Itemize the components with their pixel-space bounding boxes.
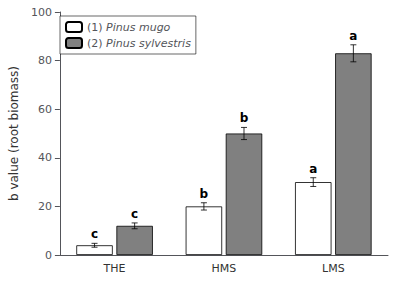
svg-text:20: 20 [38, 200, 52, 213]
svg-text:c: c [91, 227, 98, 241]
svg-text:b value (root biomass): b value (root biomass) [7, 66, 21, 201]
svg-text:100: 100 [31, 6, 52, 19]
svg-text:(2): (2) [87, 37, 106, 50]
svg-text:40: 40 [38, 151, 52, 164]
svg-text:Pinus sylvestris: Pinus sylvestris [106, 37, 191, 50]
svg-text:b: b [240, 111, 249, 125]
svg-text:b: b [200, 187, 209, 201]
svg-text:60: 60 [38, 103, 52, 116]
svg-text:HMS: HMS [212, 262, 237, 275]
svg-text:c: c [131, 207, 138, 221]
svg-text:80: 80 [38, 54, 52, 67]
svg-text:a: a [309, 162, 317, 176]
svg-text:Pinus mugo: Pinus mugo [106, 21, 171, 34]
svg-text:LMS: LMS [322, 262, 345, 275]
svg-text:THE: THE [103, 262, 126, 275]
svg-text:a: a [349, 29, 357, 43]
svg-text:0: 0 [45, 249, 52, 262]
svg-text:(1): (1) [87, 21, 106, 34]
